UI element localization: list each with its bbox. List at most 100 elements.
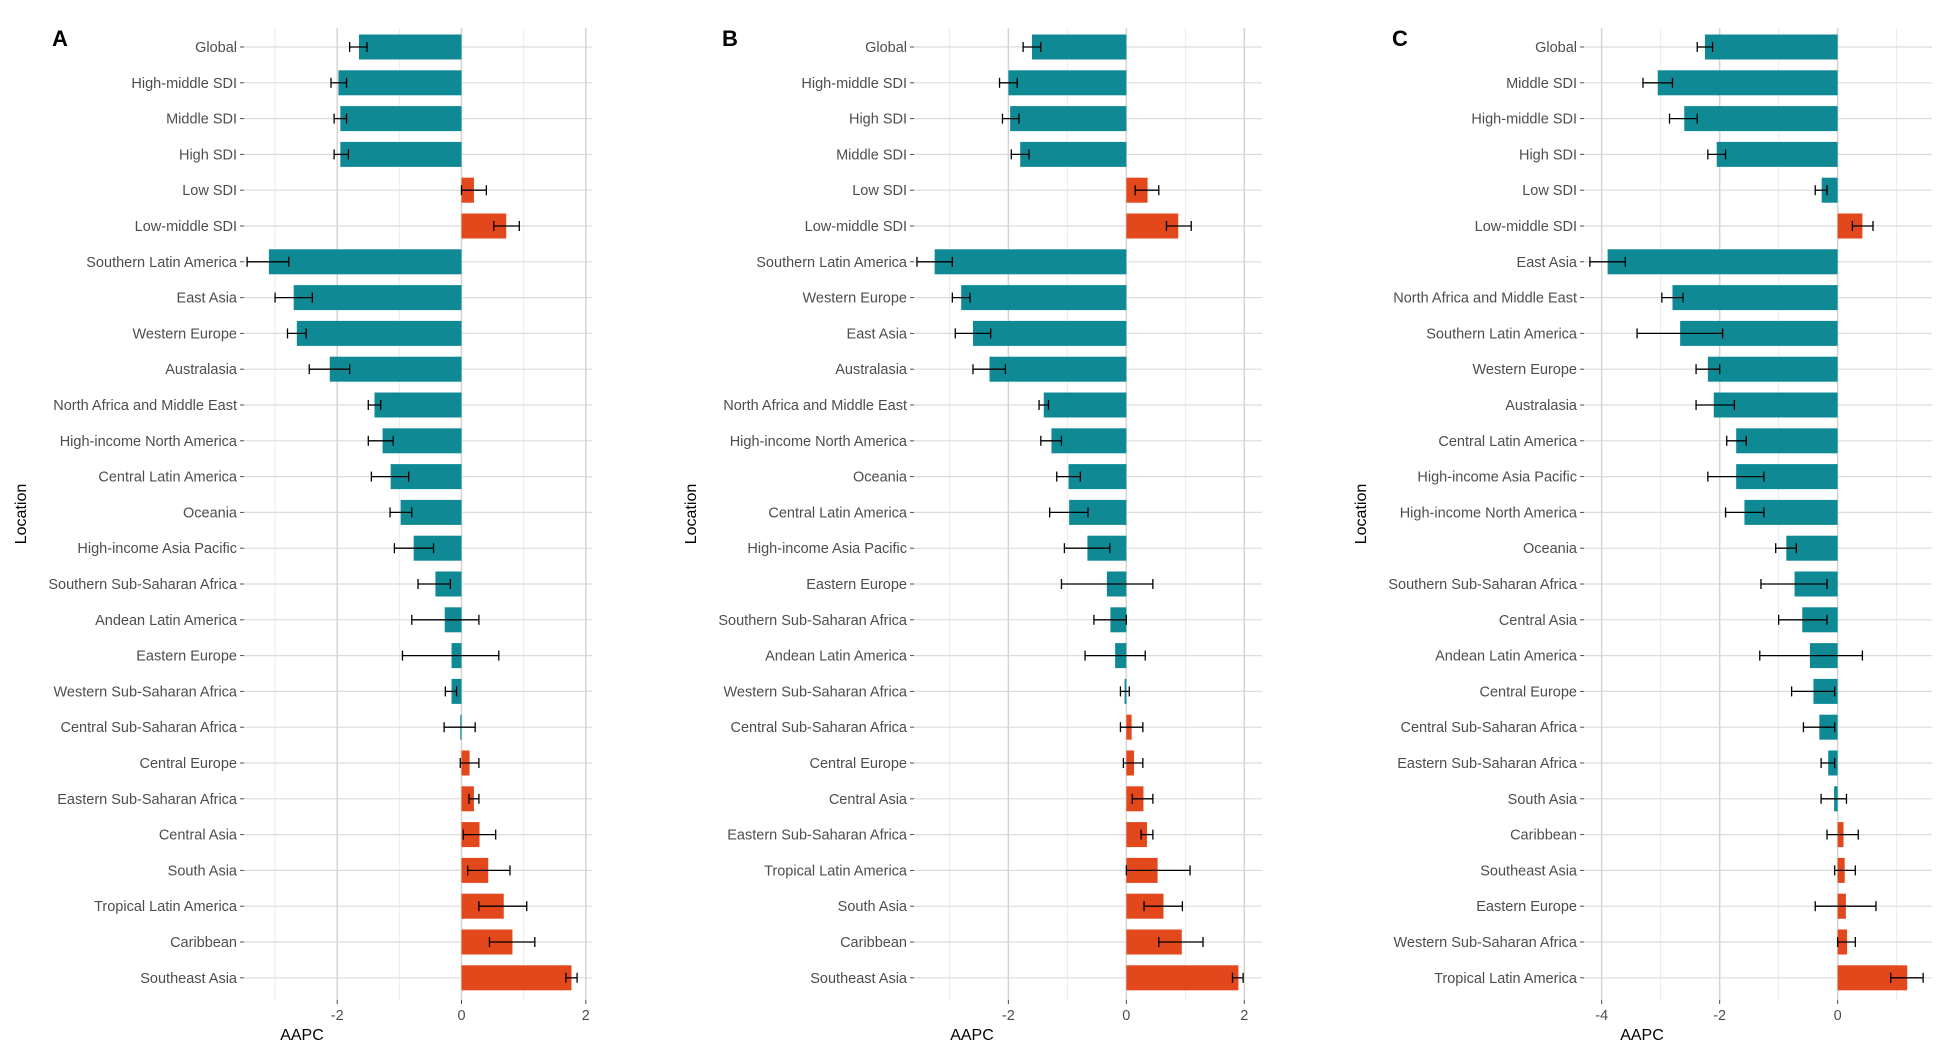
category-label-eastern-sub-saharan-africa: Eastern Sub-Saharan Africa (57, 792, 238, 808)
bar-east-asia (1607, 249, 1838, 275)
x-axis-title: AAPC (1620, 1027, 1664, 1044)
bar-australasia (329, 356, 462, 382)
category-label-central-europe: Central Europe (1479, 684, 1577, 700)
bar-middle-sdi (1020, 141, 1127, 167)
bar-middle-sdi (1657, 70, 1838, 96)
bar-global (1704, 34, 1838, 60)
bar-high-middle-sdi (1684, 106, 1838, 132)
y-axis-title: Location (13, 484, 30, 545)
category-label-southeast-asia: Southeast Asia (140, 971, 238, 987)
category-label-low-sdi: Low SDI (182, 183, 237, 199)
x-tick-label: -2 (331, 1008, 344, 1024)
bar-north-africa-and-middle-east (1672, 285, 1838, 311)
bar-australasia (989, 356, 1127, 382)
panel-label: C (1392, 26, 1408, 51)
category-label-low-middle-sdi: Low-middle SDI (135, 219, 237, 235)
category-label-tropical-latin-america: Tropical Latin America (764, 863, 908, 879)
panel-b: Global High-middle SDI High SDI Middle SDI L… (683, 26, 1262, 1044)
category-label-southern-latin-america: Southern Latin America (86, 255, 238, 271)
category-label-eastern-europe: Eastern Europe (136, 649, 237, 665)
bar-high-sdi (1010, 106, 1127, 132)
category-label-eastern-europe: Eastern Europe (1476, 899, 1577, 915)
bar-southeast-asia (1126, 965, 1239, 991)
bar-global (1031, 34, 1127, 60)
category-label-south-asia: South Asia (1508, 792, 1578, 808)
y-axis-title: Location (1353, 484, 1370, 545)
category-label-central-latin-america: Central Latin America (98, 470, 238, 486)
category-label-south-asia: South Asia (168, 863, 238, 879)
category-label-central-sub-saharan-africa: Central Sub-Saharan Africa (730, 720, 907, 736)
category-label-caribbean: Caribbean (840, 935, 907, 951)
bar-east-asia (972, 320, 1127, 346)
category-label-oceania: Oceania (183, 505, 238, 521)
category-label-caribbean: Caribbean (170, 935, 237, 951)
panel-c: Global Middle SDI High-middle SDI High SDI L… (1353, 26, 1932, 1044)
category-label-central-europe: Central Europe (139, 756, 237, 772)
category-label-north-africa-and-middle-east: North Africa and Middle East (723, 398, 907, 414)
category-label-western-sub-saharan-africa: Western Sub-Saharan Africa (724, 684, 908, 700)
category-label-global: Global (195, 40, 237, 56)
category-label-southeast-asia: Southeast Asia (1480, 863, 1578, 879)
bar-eastern-sub-saharan-africa (461, 786, 474, 812)
category-label-eastern-sub-saharan-africa: Eastern Sub-Saharan Africa (1397, 756, 1578, 772)
category-label-central-europe: Central Europe (809, 756, 907, 772)
category-label-australasia: Australasia (1505, 398, 1578, 414)
x-tick-label: -4 (1595, 1008, 1608, 1024)
category-label-low-sdi: Low SDI (1522, 183, 1577, 199)
category-label-high-sdi: High SDI (179, 147, 237, 163)
category-label-central-latin-america: Central Latin America (1438, 434, 1578, 450)
bar-high-middle-sdi (338, 70, 462, 96)
category-label-high-middle-sdi: High-middle SDI (1471, 112, 1577, 128)
category-label-global: Global (1535, 40, 1577, 56)
category-label-high-sdi: High SDI (849, 112, 907, 128)
bar-southern-latin-america (268, 249, 462, 275)
x-tick-label: -2 (1002, 1008, 1015, 1024)
bar-low-sdi (1821, 177, 1838, 203)
bar-east-asia (293, 285, 462, 311)
panel-label: B (722, 26, 738, 51)
bar-high-income-north-america (382, 428, 462, 454)
category-label-southern-latin-america: Southern Latin America (1426, 326, 1578, 342)
category-label-oceania: Oceania (853, 470, 908, 486)
category-label-low-sdi: Low SDI (852, 183, 907, 199)
bar-middle-sdi (340, 106, 462, 132)
category-label-caribbean: Caribbean (1510, 828, 1577, 844)
category-label-high-income-asia-pacific: High-income Asia Pacific (1417, 470, 1577, 486)
category-label-high-income-asia-pacific: High-income Asia Pacific (747, 541, 907, 557)
category-label-central-asia: Central Asia (159, 828, 238, 844)
category-label-global: Global (865, 40, 907, 56)
category-label-east-asia: East Asia (177, 291, 238, 307)
category-label-high-middle-sdi: High-middle SDI (801, 76, 907, 92)
x-tick-label: 2 (582, 1008, 590, 1024)
category-label-australasia: Australasia (165, 362, 238, 378)
category-label-central-sub-saharan-africa: Central Sub-Saharan Africa (60, 720, 237, 736)
category-label-middle-sdi: Middle SDI (836, 147, 907, 163)
category-label-eastern-sub-saharan-africa: Eastern Sub-Saharan Africa (727, 828, 908, 844)
category-label-middle-sdi: Middle SDI (1506, 76, 1577, 92)
category-label-east-asia: East Asia (847, 326, 908, 342)
category-label-high-income-north-america: High-income North America (60, 434, 238, 450)
category-label-high-income-asia-pacific: High-income Asia Pacific (77, 541, 237, 557)
category-label-tropical-latin-america: Tropical Latin America (1434, 971, 1578, 987)
category-label-andean-latin-america: Andean Latin America (765, 649, 908, 665)
category-label-western-europe: Western Europe (802, 291, 907, 307)
bar-high-sdi (340, 141, 462, 167)
y-axis-title: Location (683, 484, 700, 545)
bar-central-latin-america (1736, 428, 1838, 454)
category-label-high-income-north-america: High-income North America (730, 434, 908, 450)
category-label-andean-latin-america: Andean Latin America (1435, 649, 1578, 665)
category-label-low-middle-sdi: Low-middle SDI (805, 219, 907, 235)
category-label-high-sdi: High SDI (1519, 147, 1577, 163)
category-label-southern-sub-saharan-africa: Southern Sub-Saharan Africa (1388, 577, 1578, 593)
category-label-western-europe: Western Europe (132, 326, 237, 342)
category-label-western-sub-saharan-africa: Western Sub-Saharan Africa (54, 684, 238, 700)
category-label-north-africa-and-middle-east: North Africa and Middle East (1393, 291, 1577, 307)
x-tick-label: -2 (1713, 1008, 1726, 1024)
category-label-southern-sub-saharan-africa: Southern Sub-Saharan Africa (718, 613, 908, 629)
category-label-central-sub-saharan-africa: Central Sub-Saharan Africa (1400, 720, 1577, 736)
category-label-high-income-north-america: High-income North America (1400, 505, 1578, 521)
category-label-middle-sdi: Middle SDI (166, 112, 237, 128)
bar-western-europe (961, 285, 1127, 311)
bar-high-middle-sdi (1008, 70, 1127, 96)
